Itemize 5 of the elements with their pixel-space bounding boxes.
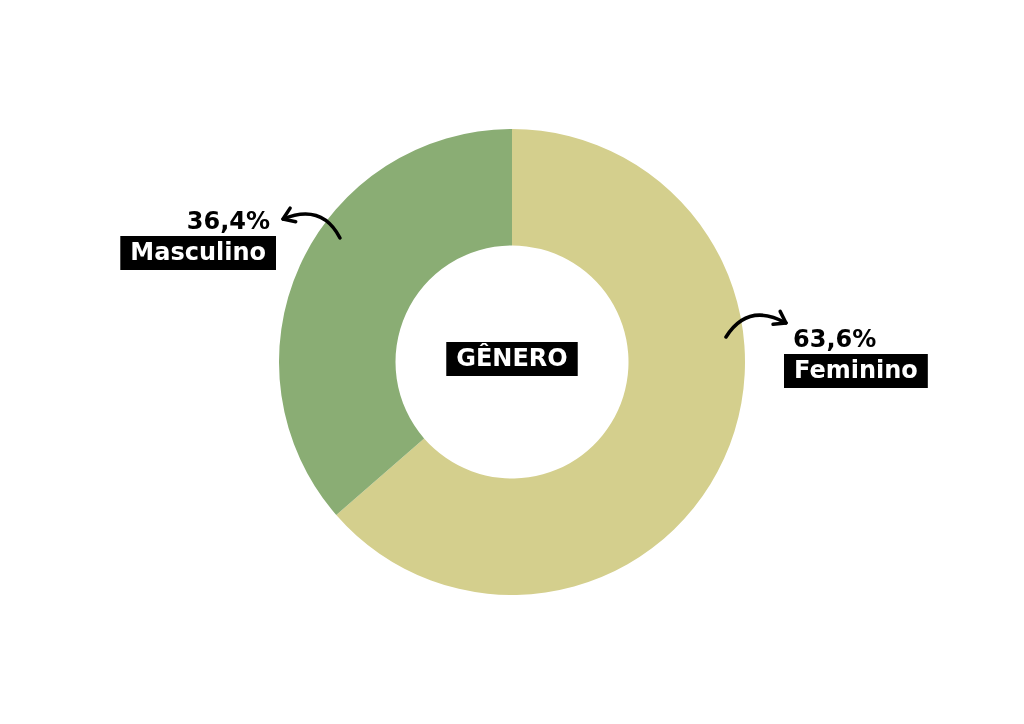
slice-label: Masculino bbox=[130, 238, 266, 267]
data-label: 63,6% bbox=[793, 325, 877, 353]
data-label: 36,4% bbox=[186, 207, 270, 235]
slice-label: Feminino bbox=[794, 356, 918, 385]
text: GÊNERO bbox=[456, 343, 568, 373]
